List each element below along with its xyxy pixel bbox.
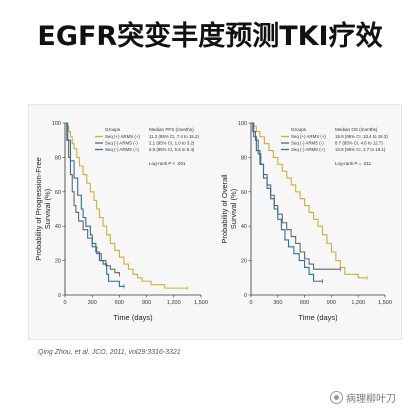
- y-tick-label: 100: [52, 121, 61, 127]
- x-tick-label: 0: [249, 300, 252, 306]
- chart-2: 0 20 40 60 80 100 0 300 600 900 1,200 1,500 Time (da…: [220, 121, 392, 322]
- y-tick-label: 60: [55, 190, 61, 196]
- legend-entry: Seq (+) ARMS (+): [105, 134, 140, 139]
- km-curve-1: [65, 122, 188, 289]
- y-tick-label: 40: [55, 224, 61, 230]
- x-axis-label: Time (days): [298, 313, 338, 322]
- y-axis-label-line: Survival (%): [229, 188, 238, 229]
- legend-header-median: Median PFS (months): [149, 127, 194, 132]
- km-curve-3: [65, 122, 124, 287]
- page-title: EGFR突变丰度预测TKI疗效: [37, 21, 383, 52]
- legend-header-groups: Groups: [291, 127, 307, 132]
- figure-panel: 0 20 40 60 80 100 0 300 600 900 1,200 1,500 Time (da…: [28, 104, 402, 340]
- y-tick-label: 80: [241, 155, 247, 161]
- chart-1: 0 20 40 60 80 100 0 300 600 900 1,200 1,500 Time (da…: [34, 121, 208, 322]
- y-tick-label: 0: [58, 293, 61, 299]
- y-axis-label-line: Probability of Overall: [220, 174, 229, 244]
- km-curve-2: [65, 122, 120, 275]
- x-tick-label: 600: [300, 300, 309, 306]
- y-axis-label-line: Probability of Progression-Free: [34, 157, 43, 260]
- y-tick-label: 40: [241, 224, 247, 230]
- x-tick-label: 0: [63, 300, 66, 306]
- y-tick-label: 20: [241, 259, 247, 265]
- legend-entry: Seq (+) ARMS (+): [291, 134, 326, 139]
- watermark-text: 病理柳叶刀: [346, 394, 396, 405]
- y-axis-label-line: Survival (%): [43, 188, 52, 229]
- y-tick-label: 20: [55, 259, 61, 265]
- x-tick-label: 1,200: [351, 300, 365, 306]
- y-axis-label: Probability of OverallSurvival (%): [220, 174, 238, 244]
- legend-median: 11.3 (95% CI, 7.4 to 15.2): [149, 134, 199, 139]
- citation: Qing Zhou, et al. JCO, 2011, vol29:3316-…: [38, 349, 181, 356]
- legend-entry: Seq (-) ARMS (+): [291, 147, 325, 152]
- km-curve-1: [251, 122, 368, 279]
- legend-median: 15.9 (95% CI, 13.4 to 18.3): [335, 134, 388, 139]
- x-tick-label: 900: [327, 300, 336, 306]
- watermark-logo-icon: [330, 391, 343, 404]
- legend-median: 6.9 (95% CI, 5.5 to 8.4): [149, 147, 195, 152]
- x-tick-label: 900: [142, 300, 151, 306]
- x-tick-label: 1,500: [378, 300, 392, 306]
- legend-header-median: Median OS (months): [335, 127, 378, 132]
- x-axis-label: Time (days): [113, 313, 153, 322]
- legend-header-groups: Groups: [105, 127, 121, 132]
- logrank-label: Log-rank P < .001: [149, 161, 186, 166]
- legend-entry: Seq (-) ARMS (-): [291, 141, 324, 146]
- x-tick-label: 1,500: [194, 300, 208, 306]
- y-tick-label: 0: [244, 293, 247, 299]
- y-tick-label: 60: [241, 190, 247, 196]
- legend-median: 2.1 (95% CI, 1.0 to 3.2): [149, 141, 195, 146]
- y-tick-label: 100: [238, 121, 247, 127]
- legend-entry: Seq (-) ARMS (+): [105, 147, 139, 152]
- x-tick-label: 300: [88, 300, 97, 306]
- legend-entry: Seq (-) ARMS (-): [105, 141, 138, 146]
- y-axis-label: Probability of Progression-FreeSurvival …: [34, 157, 52, 260]
- legend-median: 10.9 (95% CI, 2.7 to 19.1): [335, 147, 386, 152]
- logrank-label: Log-rank P = .011: [335, 161, 372, 166]
- km-curve-3: [251, 122, 323, 282]
- legend-median: 8.7 (95% CI, 4.6 to 12.7): [335, 141, 383, 146]
- y-tick-label: 80: [55, 155, 61, 161]
- x-tick-label: 600: [115, 300, 124, 306]
- x-tick-label: 300: [273, 300, 282, 306]
- watermark: 病理柳叶刀: [330, 390, 396, 405]
- x-tick-label: 1,200: [167, 300, 181, 306]
